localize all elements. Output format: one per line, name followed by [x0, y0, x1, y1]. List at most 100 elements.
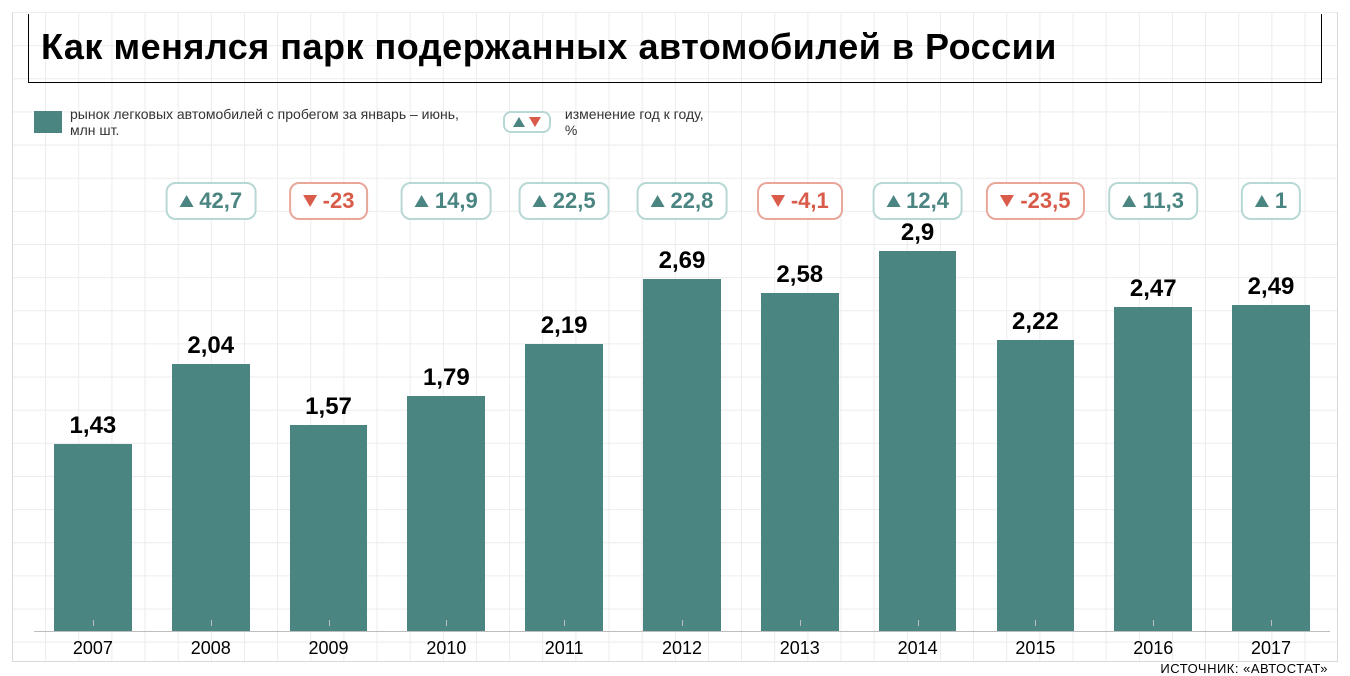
change-value: 11,3	[1142, 188, 1184, 214]
bar-wrap: 2,04	[152, 332, 270, 631]
change-value: 12,4	[906, 188, 949, 214]
triangle-down-icon	[529, 117, 541, 127]
bar	[407, 396, 485, 631]
bar-value-label: 1,43	[70, 412, 117, 440]
change-value: 1	[1275, 188, 1287, 214]
triangle-up-icon	[533, 195, 547, 207]
change-badge: 11,3	[1108, 182, 1198, 220]
chart-column: -4,1 2,58	[741, 158, 859, 631]
chart-column: -23,5 2,22	[977, 158, 1095, 631]
change-badge: 1	[1241, 182, 1301, 220]
bar-wrap: 2,9	[859, 219, 977, 631]
x-axis-tick: 2008	[152, 634, 270, 660]
change-badge: -23	[289, 182, 369, 220]
bar-wrap: 2,49	[1212, 273, 1330, 631]
bar	[1232, 305, 1310, 631]
chart-column: 14,9 1,79	[387, 158, 505, 631]
legend-change-line2: %	[565, 122, 577, 138]
chart-title: Как менялся парк подержанных автомобилей…	[41, 26, 1309, 68]
bar	[1114, 307, 1192, 631]
triangle-down-icon	[303, 195, 317, 207]
change-badge: 22,5	[519, 182, 610, 220]
x-axis-tick: 2014	[859, 634, 977, 660]
x-axis-tick: 2010	[387, 634, 505, 660]
bar-chart: 1,4342,72,04-231,5714,91,7922,52,1922,82…	[34, 158, 1330, 632]
legend-change-swatch	[503, 111, 551, 133]
bar	[879, 251, 957, 631]
bar-value-label: 1,57	[305, 393, 352, 421]
bar-value-label: 2,9	[901, 219, 934, 247]
x-axis: 2007200820092010201120122013201420152016…	[34, 634, 1330, 660]
bar-value-label: 2,69	[659, 247, 706, 275]
bar-wrap: 2,69	[623, 247, 741, 631]
legend-series-line1: рынок легковых автомобилей с пробегом за…	[70, 106, 459, 122]
bar-value-label: 2,22	[1012, 308, 1059, 336]
bar	[525, 344, 603, 631]
bar	[997, 340, 1075, 631]
bar	[290, 425, 368, 631]
bar-wrap: 1,57	[270, 393, 388, 631]
x-axis-tick: 2012	[623, 634, 741, 660]
x-axis-tick: 2015	[977, 634, 1095, 660]
triangle-up-icon	[513, 117, 525, 127]
triangle-up-icon	[415, 195, 429, 207]
bar	[761, 293, 839, 631]
change-badge: 42,7	[165, 182, 256, 220]
chart-column: 42,7 2,04	[152, 158, 270, 631]
x-axis-tick: 2007	[34, 634, 152, 660]
change-badge: -23,5	[986, 182, 1084, 220]
change-badge: 22,8	[637, 182, 728, 220]
bar-wrap: 2,58	[741, 261, 859, 631]
legend-change-label: изменение год к году, %	[565, 106, 704, 138]
bar-value-label: 2,04	[187, 332, 234, 360]
bar-value-label: 2,19	[541, 312, 588, 340]
change-value: -23,5	[1020, 188, 1070, 214]
change-value: 22,8	[671, 188, 714, 214]
triangle-up-icon	[886, 195, 900, 207]
bar	[643, 279, 721, 631]
bar	[172, 364, 250, 631]
title-bar: Как менялся парк подержанных автомобилей…	[28, 14, 1322, 83]
bar-wrap: 1,79	[387, 364, 505, 631]
chart-column: 12,4 2,9	[859, 158, 977, 631]
x-axis-tick: 2016	[1094, 634, 1212, 660]
x-axis-tick: 2017	[1212, 634, 1330, 660]
change-badge: 14,9	[401, 182, 492, 220]
x-axis-tick: 2009	[270, 634, 388, 660]
change-value: 42,7	[199, 188, 242, 214]
bar-wrap: 1,43	[34, 412, 152, 631]
chart-column: 22,8 2,69	[623, 158, 741, 631]
triangle-up-icon	[1122, 195, 1136, 207]
legend-change-line1: изменение год к году,	[565, 106, 704, 122]
triangle-up-icon	[651, 195, 665, 207]
bar-value-label: 2,49	[1248, 273, 1295, 301]
change-badge: -4,1	[757, 182, 843, 220]
change-value: 14,9	[435, 188, 478, 214]
legend-swatch-bar	[34, 111, 62, 133]
bar-value-label: 2,58	[776, 261, 823, 289]
chart-column: 11,3 2,47	[1094, 158, 1212, 631]
change-value: 22,5	[553, 188, 596, 214]
triangle-down-icon	[1000, 195, 1014, 207]
bar-wrap: 2,47	[1094, 275, 1212, 631]
change-badge: 12,4	[872, 182, 963, 220]
chart-column: -23 1,57	[270, 158, 388, 631]
chart-column: 1,43	[34, 158, 152, 631]
bar-wrap: 2,22	[977, 308, 1095, 631]
triangle-down-icon	[771, 195, 785, 207]
triangle-up-icon	[1255, 195, 1269, 207]
change-value: -23	[323, 188, 355, 214]
x-axis-tick: 2011	[505, 634, 623, 660]
legend-series-label: рынок легковых автомобилей с пробегом за…	[70, 106, 459, 138]
triangle-up-icon	[179, 195, 193, 207]
legend: рынок легковых автомобилей с пробегом за…	[34, 106, 1316, 138]
bar-value-label: 1,79	[423, 364, 470, 392]
bar	[54, 444, 132, 631]
legend-series-line2: млн шт.	[70, 122, 119, 138]
chart-column: 22,5 2,19	[505, 158, 623, 631]
change-value: -4,1	[791, 188, 829, 214]
bar-value-label: 2,47	[1130, 275, 1177, 303]
x-axis-tick: 2013	[741, 634, 859, 660]
chart-column: 12,49	[1212, 158, 1330, 631]
bar-wrap: 2,19	[505, 312, 623, 631]
